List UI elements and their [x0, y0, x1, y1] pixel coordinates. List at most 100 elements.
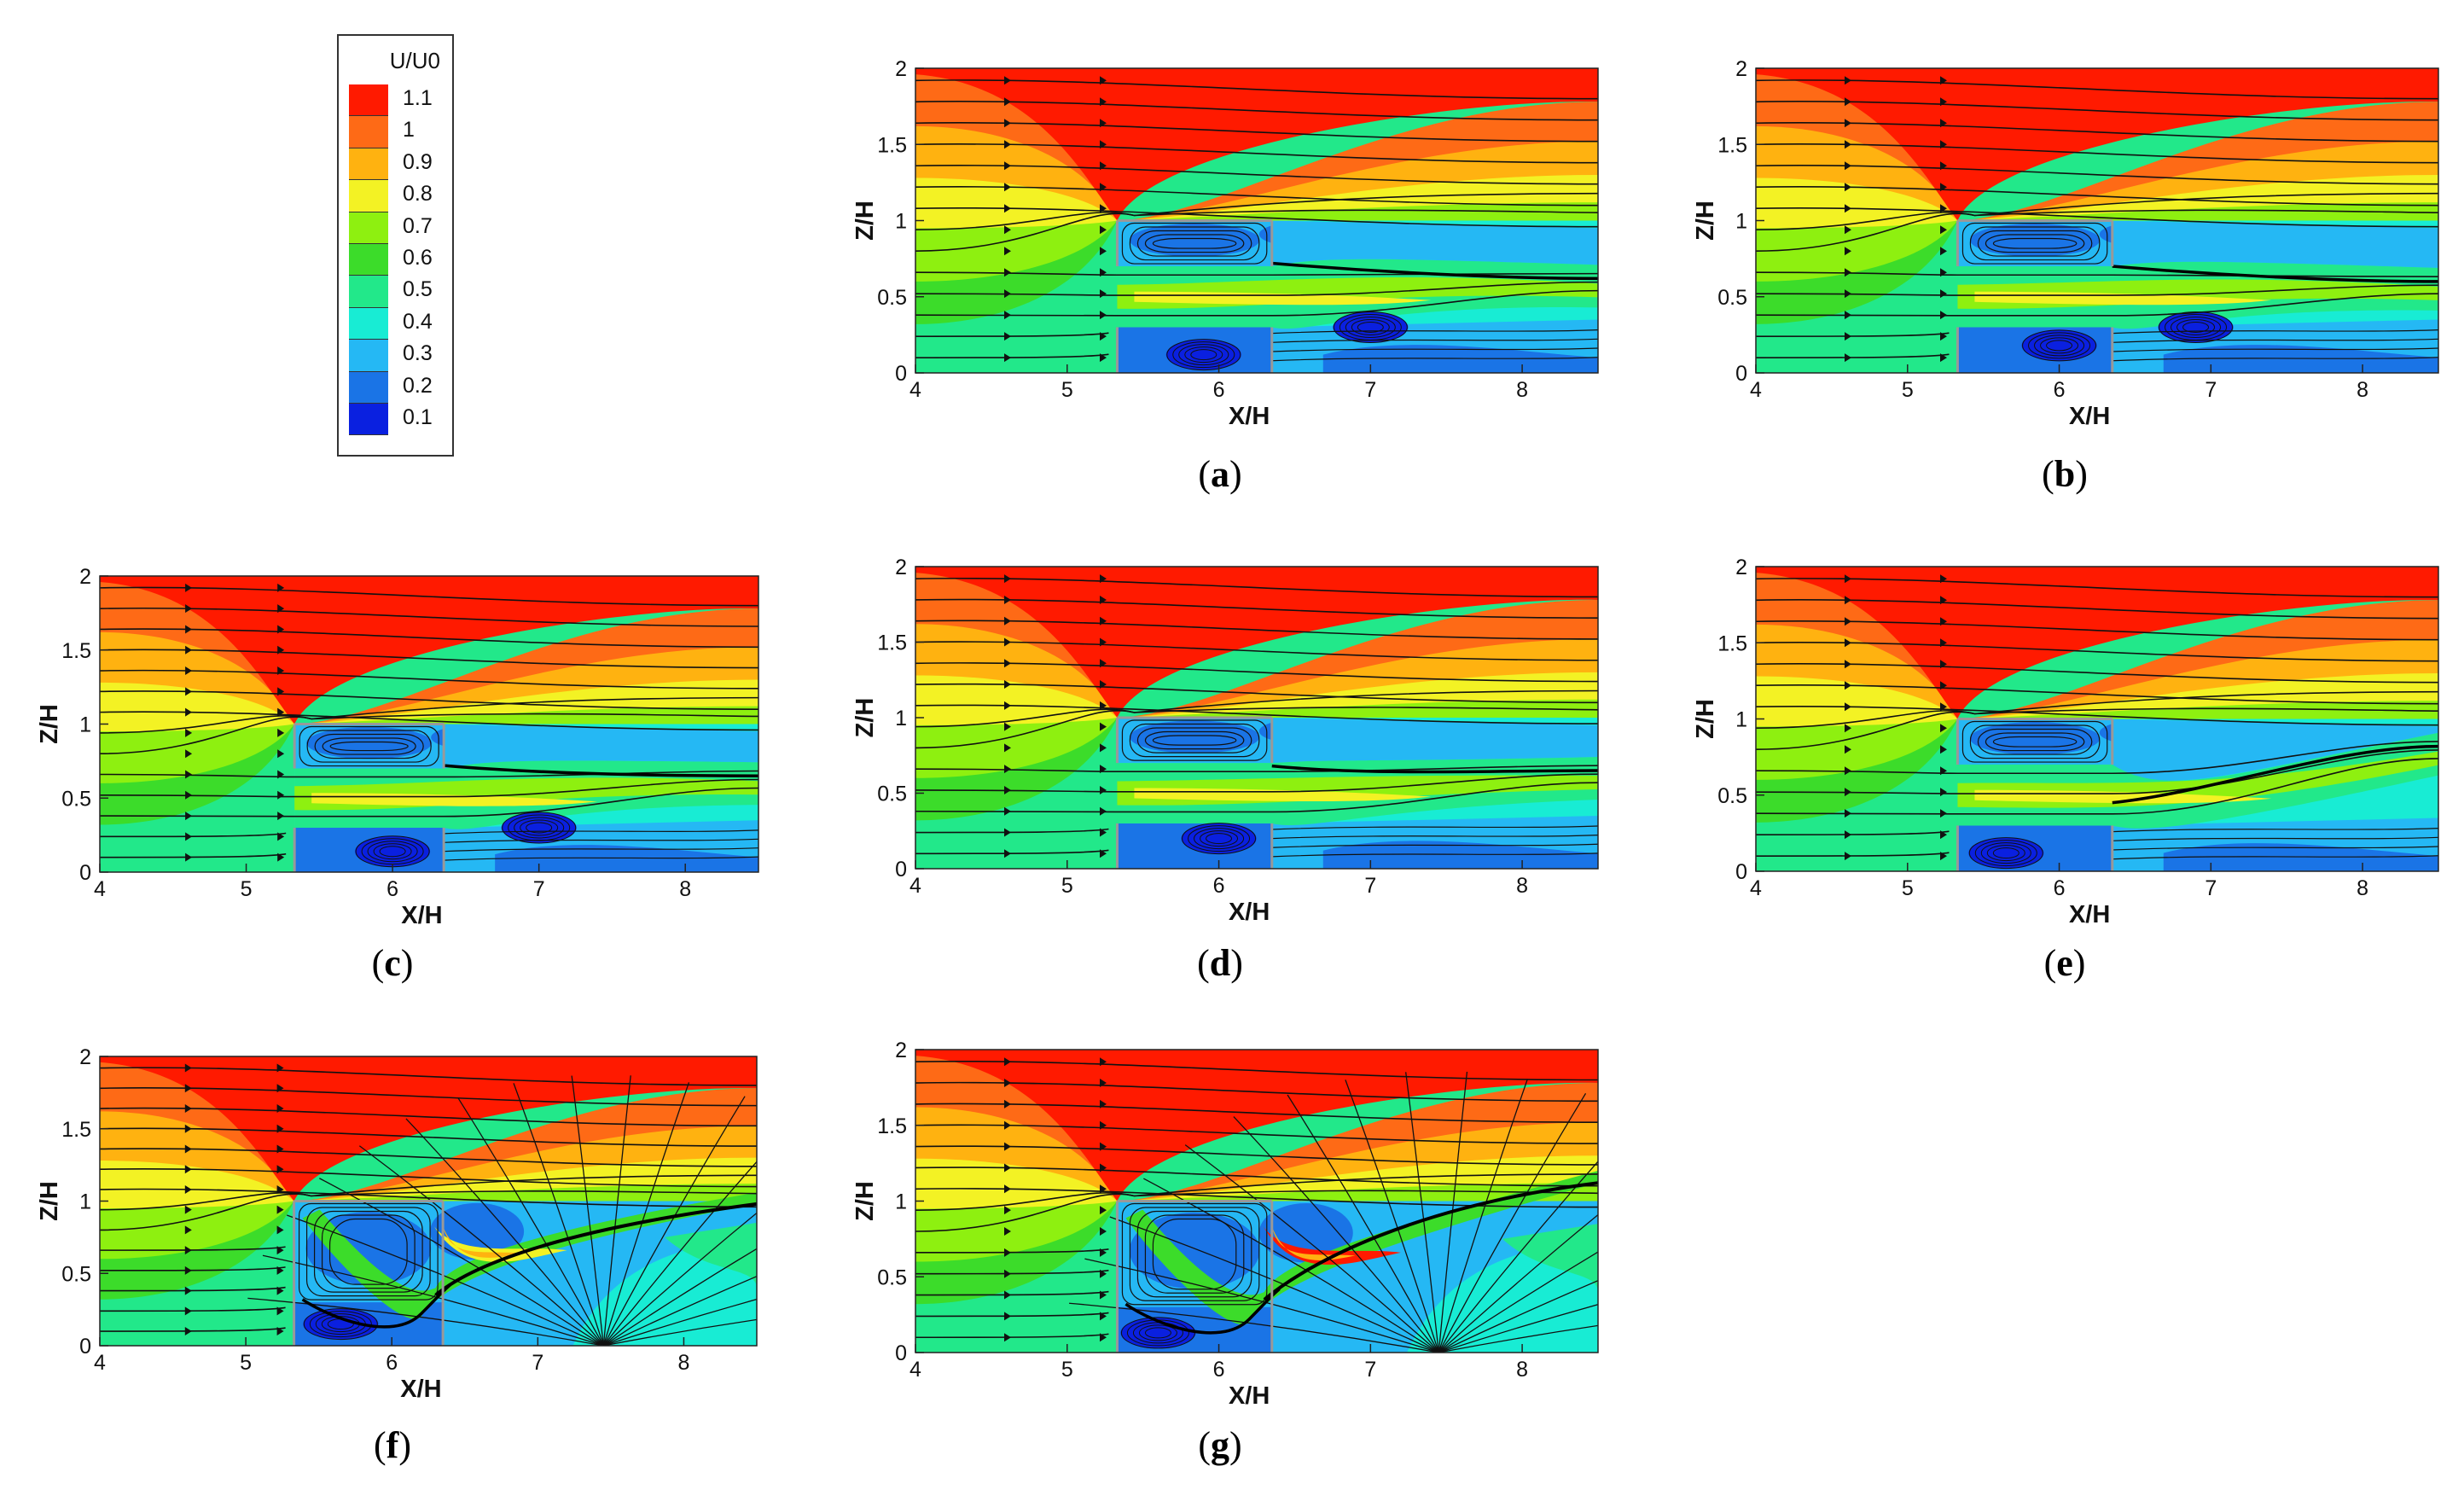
y-tick-label: 1 — [79, 1190, 91, 1214]
streamline-arrow — [1004, 680, 1011, 689]
y-tick-label: 1.5 — [61, 639, 91, 663]
streamline-arrow — [1100, 1120, 1107, 1130]
legend-swatch — [349, 84, 388, 117]
streamline-arrow — [277, 604, 285, 614]
streamline-arrow — [1100, 1248, 1107, 1257]
cavity-streamline — [298, 1202, 439, 1300]
panel-label-close: ) — [1229, 1424, 1242, 1466]
vortex-streamline — [303, 1308, 378, 1341]
streamline-arrow — [1004, 616, 1011, 625]
streamline-arrow — [1100, 204, 1107, 213]
streamline — [915, 289, 1598, 317]
streamline-arrow — [1100, 785, 1107, 794]
velocity-contour-plot: 4 5 6 7 8 0 0.5 1 1.5 2 X/H Z/H — [851, 57, 1599, 430]
y-tick-label: 0 — [895, 362, 907, 386]
streamline — [915, 765, 1598, 773]
vortex-streamline — [309, 1311, 372, 1338]
streamline-arrow — [185, 749, 193, 759]
streamline-arrow — [184, 1327, 192, 1336]
y-tick-label: 1 — [895, 210, 907, 234]
legend-label: 0.7 — [403, 213, 433, 238]
streamline-arrow — [185, 812, 193, 821]
streamline — [1756, 207, 2438, 228]
vortex-streamline — [526, 822, 553, 834]
wake-streamline — [444, 856, 758, 861]
streamline-arrow — [184, 1165, 192, 1174]
x-tick-label: 7 — [1364, 378, 1376, 402]
contour-band — [1969, 223, 2101, 257]
wake-streamline — [444, 847, 758, 852]
streamline-arrow — [1100, 353, 1107, 363]
contour-band — [1756, 68, 2438, 221]
vortex-streamline — [2182, 321, 2210, 333]
streamline-arrow — [1940, 119, 1947, 128]
streamline — [1756, 578, 2438, 598]
streamline-arrow — [1845, 745, 1851, 754]
streamline — [915, 1290, 1109, 1296]
streamline — [100, 607, 758, 627]
vortex-core — [2021, 329, 2097, 361]
streamline-arrow — [1004, 1057, 1011, 1067]
vortex-streamline — [2159, 311, 2234, 343]
x-axis-title: X/H — [1229, 403, 1270, 430]
streamline — [915, 165, 1598, 185]
streamline-arrow — [1100, 1206, 1107, 1215]
wake-streamline — [1405, 1072, 1439, 1353]
vortex-core — [355, 835, 431, 867]
contour-band — [1129, 223, 1260, 257]
streamline — [100, 711, 758, 731]
shear-layer-line — [444, 764, 758, 777]
streamline-arrow — [1940, 724, 1947, 733]
legend-swatch — [349, 212, 388, 244]
streamline — [915, 1060, 1598, 1081]
streamline-arrow — [1845, 788, 1851, 797]
x-tick-label: 6 — [386, 1351, 398, 1375]
streamline-arrow — [184, 1184, 192, 1194]
streamline-arrow — [1004, 1079, 1011, 1088]
streamline-arrow — [1004, 1099, 1011, 1108]
streamline-arrow — [1100, 806, 1107, 816]
contour-band — [1271, 718, 1598, 764]
streamline-arrow — [1100, 225, 1107, 235]
cavity-streamline — [1121, 1202, 1268, 1306]
streamline — [915, 186, 1598, 207]
vortex-streamline — [1357, 321, 1384, 333]
streamline — [100, 669, 758, 689]
legend-swatch — [349, 371, 388, 404]
x-axis-title: X/H — [2069, 901, 2110, 928]
vortex-streamline — [502, 812, 577, 844]
streamline — [915, 207, 1598, 228]
shear-layer-line — [301, 1283, 451, 1329]
legend-swatch — [349, 116, 388, 148]
vortex-streamline — [2176, 318, 2216, 335]
shear-layer-line — [2112, 265, 2438, 283]
streamline — [100, 1327, 286, 1332]
panel-label: (c) — [372, 941, 414, 985]
panel-label-open: ( — [1197, 942, 1210, 984]
streamline — [915, 192, 1598, 231]
streamline — [1756, 186, 2438, 207]
streamline-arrow — [276, 1205, 284, 1214]
streamline-arrow — [1004, 76, 1011, 85]
wake-streamline — [2112, 846, 2438, 851]
streamline-arrow — [1940, 809, 1947, 818]
streamline-arrow — [1004, 289, 1011, 299]
streamline — [100, 1174, 757, 1211]
streamline-arrow — [1845, 289, 1851, 299]
streamline-arrow — [1100, 1290, 1107, 1300]
cavity-streamline — [1977, 728, 2093, 755]
streamline — [915, 1124, 1598, 1144]
y-tick-label: 2 — [895, 556, 907, 579]
streamline — [915, 1312, 1109, 1318]
streamline-arrow — [1004, 574, 1011, 584]
streamline — [1756, 293, 2438, 317]
streamline-arrow — [1940, 311, 1947, 320]
streamline-arrow — [277, 770, 285, 779]
contour-band — [915, 68, 1598, 221]
wake-streamline — [602, 1082, 690, 1346]
vortex-streamline — [1333, 311, 1408, 343]
streamline-arrow — [1004, 806, 1011, 816]
streamline-arrow — [1100, 1227, 1107, 1236]
vortex-streamline — [373, 843, 412, 860]
streamline-arrow — [1004, 1248, 1011, 1257]
